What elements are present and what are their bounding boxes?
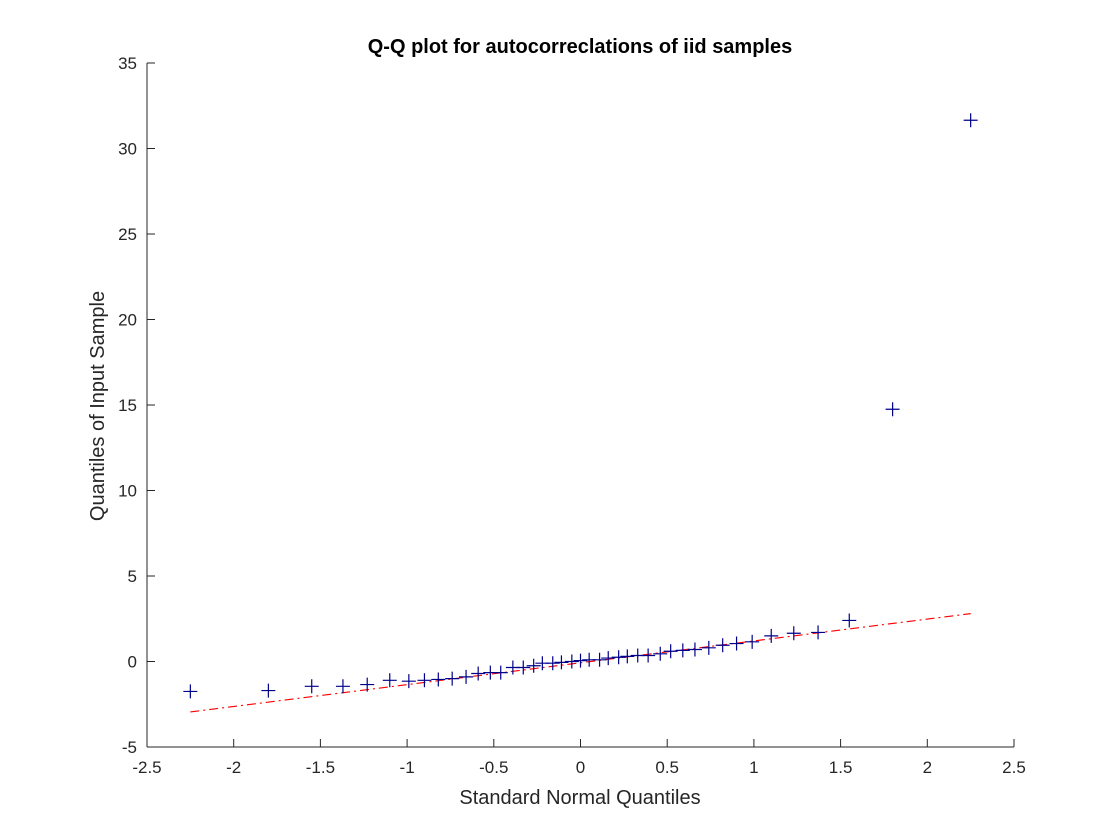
data-point — [963, 113, 978, 128]
data-point — [459, 669, 474, 684]
data-point — [516, 660, 531, 675]
x-tick-label: 0.5 — [655, 758, 679, 777]
data-point — [811, 625, 826, 640]
data-point — [611, 650, 626, 665]
y-tick-label: 10 — [118, 482, 137, 501]
data-point — [620, 649, 635, 664]
data-point — [701, 640, 716, 655]
data-point — [592, 652, 607, 667]
data-point — [493, 665, 508, 680]
data-point — [335, 679, 350, 694]
data-points-layer — [183, 113, 978, 699]
y-tick-label: 35 — [118, 54, 137, 73]
y-tick-label: 5 — [128, 567, 137, 586]
x-tick-label: -0.5 — [479, 758, 508, 777]
data-point — [445, 671, 460, 686]
x-tick-label: -1 — [400, 758, 415, 777]
data-point — [663, 644, 678, 659]
data-point — [573, 653, 588, 668]
y-axis: -5 0 5 10 15 20 25 30 35 — [118, 54, 155, 757]
y-tick-label: 20 — [118, 311, 137, 330]
data-point — [382, 673, 397, 688]
data-point — [304, 679, 319, 694]
data-point — [764, 628, 779, 643]
data-point — [885, 402, 900, 417]
data-point — [431, 672, 446, 687]
x-tick-label: -2 — [226, 758, 241, 777]
data-point — [715, 638, 730, 653]
data-point — [417, 673, 432, 688]
y-tick-label: 0 — [128, 653, 137, 672]
data-point — [360, 677, 375, 692]
data-point — [729, 636, 744, 651]
data-point — [261, 683, 276, 698]
x-tick-label: 2 — [923, 758, 932, 777]
x-tick-label: 1.5 — [829, 758, 853, 777]
y-tick-label: 15 — [118, 396, 137, 415]
x-tick-label: 2.5 — [1002, 758, 1026, 777]
data-point — [554, 655, 569, 670]
data-point — [601, 651, 616, 666]
y-tick-label: 30 — [118, 140, 137, 159]
data-point — [471, 666, 486, 681]
data-point — [653, 646, 668, 661]
data-point — [786, 626, 801, 641]
data-point — [183, 684, 198, 699]
x-axis-label: Standard Normal Quantiles — [459, 787, 700, 809]
x-axis: -2.5 -2 -1.5 -1 -0.5 0 0.5 1 1.5 2 2.5 — [132, 739, 1026, 777]
y-tick-label: 25 — [118, 225, 137, 244]
x-tick-label: 1 — [749, 758, 758, 777]
y-axis-label: Quantiles of Input Sample — [87, 291, 109, 521]
data-point — [687, 642, 702, 657]
x-tick-label: -1.5 — [306, 758, 335, 777]
data-point — [745, 634, 760, 649]
data-point — [545, 656, 560, 671]
y-tick-label: -5 — [122, 738, 137, 757]
chart-title: Q-Q plot for autocorreclations of iid sa… — [368, 36, 793, 58]
data-point — [842, 613, 857, 628]
data-point — [641, 648, 656, 663]
data-point — [401, 674, 416, 689]
x-tick-label: 0 — [576, 758, 585, 777]
data-point — [526, 658, 541, 673]
data-point — [675, 643, 690, 658]
x-tick-label: -2.5 — [132, 758, 161, 777]
data-point — [564, 654, 579, 669]
